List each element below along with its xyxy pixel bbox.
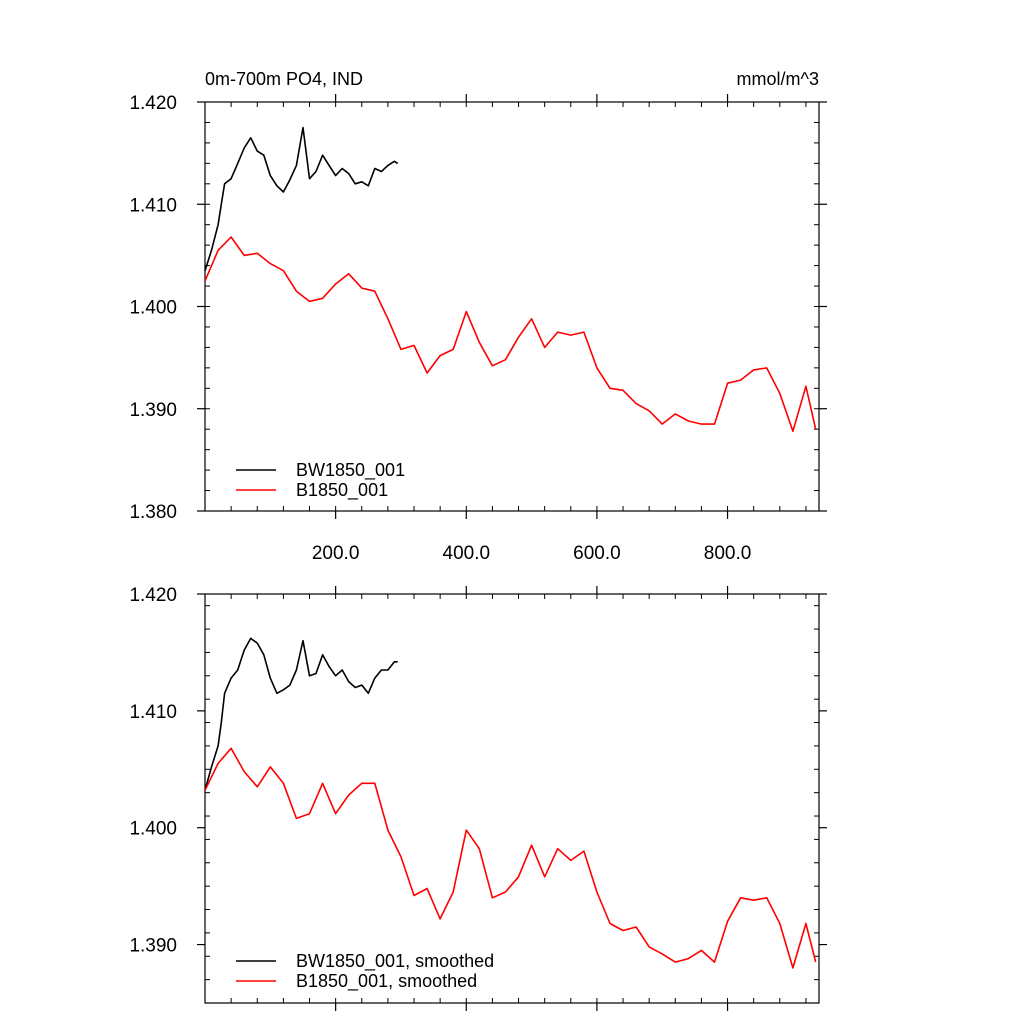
x-tick-label: 600.0 [573,543,621,564]
y-tick-label: 1.380 [129,502,177,523]
top-plot-title: 0m-700m PO4, IND [205,69,363,89]
series-line-b1850-001 [204,236,817,433]
legend-label: BW1850_001 [296,460,405,481]
y-tick-label: 1.420 [129,585,177,606]
bottom-plot-frame [204,593,820,1004]
y-tick-label: 1.400 [129,819,177,840]
y-tick-label: 1.400 [129,298,177,319]
y-tick-label: 1.420 [129,93,177,114]
bottom-panel: 1.390 1.400 1.410 1.420 BW1850_001, smoothe… [129,585,827,1011]
x-tick-label: 400.0 [443,543,491,564]
y-tick-label: 1.390 [129,400,177,421]
legend-label: B1850_001, smoothed [296,971,477,992]
top-plot-units: mmol/m^3 [737,69,819,89]
x-tick-label: 800.0 [704,543,752,564]
y-tick-label: 1.410 [129,195,177,216]
x-tick-label: 200.0 [312,543,360,564]
y-tick-label: 1.390 [129,936,177,957]
series-line-b1850-001-smoothed [204,747,817,969]
y-tick-label: 1.410 [129,702,177,723]
top-panel: 0m-700m PO4, IND mmol/m^3 1.380 1.390 1.40… [129,69,827,564]
legend-label: B1850_001 [296,480,388,501]
series-line-bw1850-001-smoothed [204,637,398,791]
series-line-bw1850-001 [204,126,399,271]
legend-label: BW1850_001, smoothed [296,951,494,972]
